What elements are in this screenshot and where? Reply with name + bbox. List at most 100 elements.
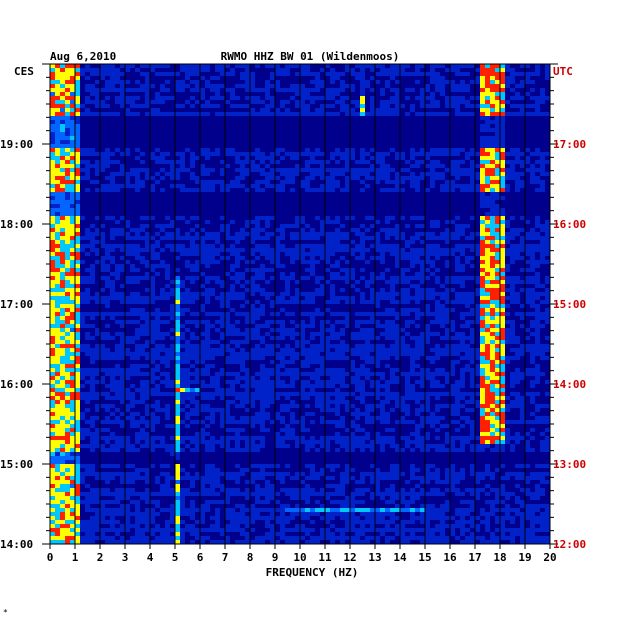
heatmap-cell (430, 288, 435, 292)
heatmap-cell (375, 180, 380, 184)
heatmap-cell (415, 224, 420, 228)
heatmap-cell (260, 364, 265, 368)
heatmap-cell (485, 248, 490, 252)
heatmap-cell (205, 372, 210, 376)
heatmap-cell (330, 72, 335, 76)
heatmap-cell (485, 300, 490, 304)
heatmap-cell (400, 396, 405, 400)
heatmap-cell (215, 152, 220, 156)
heatmap-cell (175, 284, 180, 288)
heatmap-cell (415, 436, 420, 440)
heatmap-cell (295, 236, 300, 240)
heatmap-cell (460, 96, 465, 100)
heatmap-cell (490, 212, 495, 216)
heatmap-cell (370, 356, 375, 360)
heatmap-cell (330, 248, 335, 252)
heatmap-cell (190, 300, 195, 304)
heatmap-cell (505, 320, 510, 324)
heatmap-cell (245, 104, 250, 108)
heatmap-cell (50, 188, 55, 192)
heatmap-cell (260, 368, 265, 372)
heatmap-cell (385, 188, 390, 192)
heatmap-cell (260, 276, 265, 280)
heatmap-cell (275, 248, 280, 252)
heatmap-cell (270, 336, 275, 340)
heatmap-cell (505, 152, 510, 156)
heatmap-cell (315, 216, 320, 220)
heatmap-cell (330, 368, 335, 372)
heatmap-cell (415, 216, 420, 220)
heatmap-cell (415, 276, 420, 280)
heatmap-cell (200, 344, 205, 348)
heatmap-cell (380, 272, 385, 276)
heatmap-cell (55, 192, 60, 196)
heatmap-cell (75, 372, 80, 376)
heatmap-cell (305, 72, 310, 76)
heatmap-cell (60, 220, 65, 224)
heatmap-cell (485, 136, 490, 140)
heatmap-cell (335, 244, 340, 248)
heatmap-cell (300, 180, 305, 184)
heatmap-cell (490, 180, 495, 184)
heatmap-cell (145, 344, 150, 348)
heatmap-cell (325, 408, 330, 412)
heatmap-cell (415, 176, 420, 180)
heatmap-cell (455, 384, 460, 388)
heatmap-cell (330, 300, 335, 304)
heatmap-cell (185, 276, 190, 280)
heatmap-cell (385, 292, 390, 296)
heatmap-cell (100, 100, 105, 104)
heatmap-cell (125, 68, 130, 72)
heatmap-cell (475, 68, 480, 72)
heatmap-cell (360, 96, 365, 100)
heatmap-cell (480, 148, 485, 152)
heatmap-cell (85, 288, 90, 292)
heatmap-cell (470, 376, 475, 380)
heatmap-cell (275, 328, 280, 332)
heatmap-cell (210, 168, 215, 172)
heatmap-cell (520, 436, 525, 440)
heatmap-cell (70, 248, 75, 252)
heatmap-cell (470, 424, 475, 428)
heatmap-cell (285, 372, 290, 376)
heatmap-cell (250, 400, 255, 404)
heatmap-cell (225, 100, 230, 104)
heatmap-cell (85, 368, 90, 372)
heatmap-cell (435, 348, 440, 352)
heatmap-cell (545, 232, 550, 236)
heatmap-cell (470, 408, 475, 412)
heatmap-cell (280, 112, 285, 116)
heatmap-cell (275, 364, 280, 368)
heatmap-cell (230, 180, 235, 184)
heatmap-cell (530, 104, 535, 108)
heatmap-cell (120, 336, 125, 340)
heatmap-cell (235, 112, 240, 116)
heatmap-cell (500, 188, 505, 192)
heatmap-cell (280, 104, 285, 108)
heatmap-cell (490, 388, 495, 392)
heatmap-cell (455, 64, 460, 68)
heatmap-cell (200, 152, 205, 156)
heatmap-cell (55, 116, 60, 120)
heatmap-cell (465, 312, 470, 316)
heatmap-cell (125, 392, 130, 396)
heatmap-cell (185, 68, 190, 72)
heatmap-cell (205, 80, 210, 84)
heatmap-cell (495, 92, 500, 96)
heatmap-cell (400, 416, 405, 420)
heatmap-cell (520, 112, 525, 116)
heatmap-cell (175, 308, 180, 312)
heatmap-cell (285, 112, 290, 116)
heatmap-cell (500, 256, 505, 260)
heatmap-cell (545, 288, 550, 292)
heatmap-cell (425, 436, 430, 440)
heatmap-cell (485, 160, 490, 164)
heatmap-cell (305, 380, 310, 384)
heatmap-cell (330, 420, 335, 424)
heatmap-cell (190, 64, 195, 68)
heatmap-cell (150, 328, 155, 332)
heatmap-cell (70, 236, 75, 240)
heatmap-cell (420, 160, 425, 164)
heatmap-cell (80, 300, 85, 304)
heatmap-cell (95, 332, 100, 336)
